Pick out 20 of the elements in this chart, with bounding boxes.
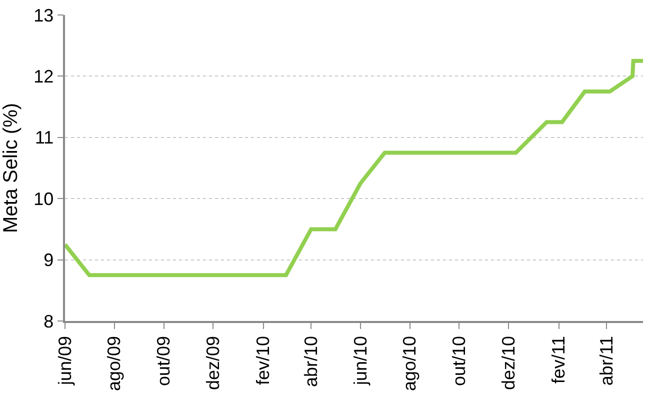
x-tick-label: out/10 <box>449 336 470 386</box>
x-tick-label: dez/10 <box>498 336 518 390</box>
y-tick-label: 8 <box>44 311 54 332</box>
y-tick-label: 11 <box>34 128 54 148</box>
x-tick-label: ago/10 <box>400 336 420 392</box>
x-tick-label: out/09 <box>154 336 174 386</box>
x-tick-label: fev/10 <box>253 336 274 385</box>
y-tick-label: 13 <box>34 5 54 26</box>
x-tick-label: ago/09 <box>104 336 124 392</box>
y-tick-label: 12 <box>34 66 54 86</box>
y-axis-title: Meta Selic (%) <box>0 102 22 234</box>
line-series <box>65 58 643 278</box>
x-tick-label: fev/11 <box>548 336 569 384</box>
x-tick-label: abr/10 <box>300 336 321 387</box>
y-tick-label: 9 <box>44 250 54 270</box>
x-tick-label: abr/11 <box>596 336 616 386</box>
y-tick-label: 10 <box>34 188 54 209</box>
x-tick-label: jun/09 <box>54 336 75 386</box>
x-tick-label: jun/10 <box>350 336 370 386</box>
x-tick-label: dez/09 <box>202 336 223 390</box>
